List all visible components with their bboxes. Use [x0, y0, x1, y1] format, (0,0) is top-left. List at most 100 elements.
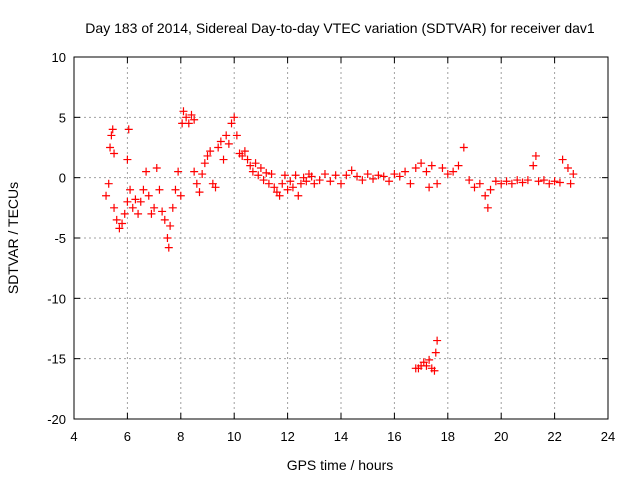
- data-point: [358, 176, 367, 185]
- data-point: [203, 151, 212, 160]
- y-tick-label: -15: [47, 352, 66, 367]
- data-point: [449, 167, 458, 176]
- data-point: [176, 191, 185, 200]
- data-point: [160, 215, 169, 224]
- data-point: [417, 159, 426, 168]
- x-tick-label: 6: [124, 429, 131, 444]
- data-point: [124, 125, 133, 134]
- data-point: [502, 177, 511, 186]
- data-point: [270, 183, 279, 192]
- data-point: [507, 179, 516, 188]
- data-point: [353, 172, 362, 181]
- data-point: [545, 179, 554, 188]
- data-point: [288, 183, 297, 192]
- y-tick-label: -5: [54, 231, 66, 246]
- x-tick-label: 4: [70, 429, 77, 444]
- data-point: [179, 107, 188, 116]
- data-point: [310, 179, 319, 188]
- y-tick-label: 0: [59, 171, 66, 186]
- data-point: [200, 159, 209, 168]
- data-point: [433, 336, 442, 345]
- data-point: [243, 155, 252, 164]
- data-point: [563, 164, 572, 173]
- data-points: [102, 107, 578, 375]
- data-point: [123, 155, 132, 164]
- data-point: [294, 191, 303, 200]
- x-tick-label: 12: [280, 429, 294, 444]
- data-point: [286, 177, 295, 186]
- data-point: [347, 166, 356, 175]
- y-axis-ticks: -20 -15 -10 -5 0 5 10: [47, 50, 608, 427]
- data-point: [518, 178, 527, 187]
- data-point: [184, 119, 193, 128]
- data-point: [513, 176, 522, 185]
- data-point: [422, 361, 431, 370]
- data-point: [483, 203, 492, 212]
- data-point: [178, 119, 187, 128]
- data-point: [152, 164, 161, 173]
- data-point: [569, 170, 578, 179]
- data-point: [131, 195, 140, 204]
- data-point: [550, 177, 559, 186]
- data-point: [216, 137, 225, 146]
- data-point: [206, 147, 215, 156]
- data-point: [164, 243, 173, 252]
- x-tick-label: 18: [441, 429, 455, 444]
- y-tick-label: -20: [47, 412, 66, 427]
- data-point: [459, 143, 468, 152]
- data-point: [163, 234, 172, 242]
- data-point: [256, 164, 265, 173]
- data-point: [150, 203, 159, 212]
- data-point: [104, 179, 113, 188]
- data-point: [390, 170, 399, 179]
- y-tick-label: -10: [47, 291, 66, 306]
- data-point: [406, 179, 415, 188]
- data-point: [106, 143, 115, 152]
- data-point: [246, 161, 255, 170]
- chart-title: Day 183 of 2014, Sidereal Day-to-day VTE…: [85, 20, 595, 36]
- data-point: [363, 170, 372, 179]
- data-point: [411, 164, 420, 173]
- data-point: [425, 355, 434, 364]
- data-point: [102, 191, 111, 200]
- data-point: [112, 215, 121, 224]
- data-point: [425, 183, 434, 192]
- data-point: [465, 176, 474, 185]
- data-point: [296, 179, 305, 188]
- data-point: [222, 131, 231, 140]
- data-point: [539, 176, 548, 185]
- data-point: [120, 209, 129, 218]
- data-point: [110, 149, 119, 158]
- data-point: [529, 161, 538, 170]
- data-point: [427, 161, 436, 170]
- data-point: [422, 167, 431, 176]
- data-point: [192, 179, 201, 188]
- data-point: [166, 221, 175, 230]
- data-point: [240, 147, 249, 156]
- data-point: [230, 113, 239, 122]
- data-point: [555, 178, 564, 187]
- data-point: [115, 224, 124, 233]
- data-point: [251, 159, 260, 168]
- data-point: [523, 176, 532, 185]
- data-point: [128, 203, 137, 212]
- data-point: [486, 185, 495, 194]
- data-point: [168, 203, 177, 212]
- data-point: [171, 185, 180, 194]
- data-point: [566, 179, 575, 188]
- data-point: [385, 177, 394, 186]
- data-point: [470, 183, 479, 192]
- data-point: [174, 167, 183, 176]
- data-point: [497, 179, 506, 188]
- x-tick-label: 16: [387, 429, 401, 444]
- data-point: [531, 151, 540, 160]
- data-point: [144, 191, 153, 200]
- data-point: [326, 177, 335, 186]
- data-point: [558, 155, 567, 164]
- data-point: [454, 161, 463, 170]
- data-point: [190, 167, 199, 176]
- data-point: [431, 348, 440, 357]
- data-point: [254, 171, 263, 180]
- data-point: [198, 170, 207, 179]
